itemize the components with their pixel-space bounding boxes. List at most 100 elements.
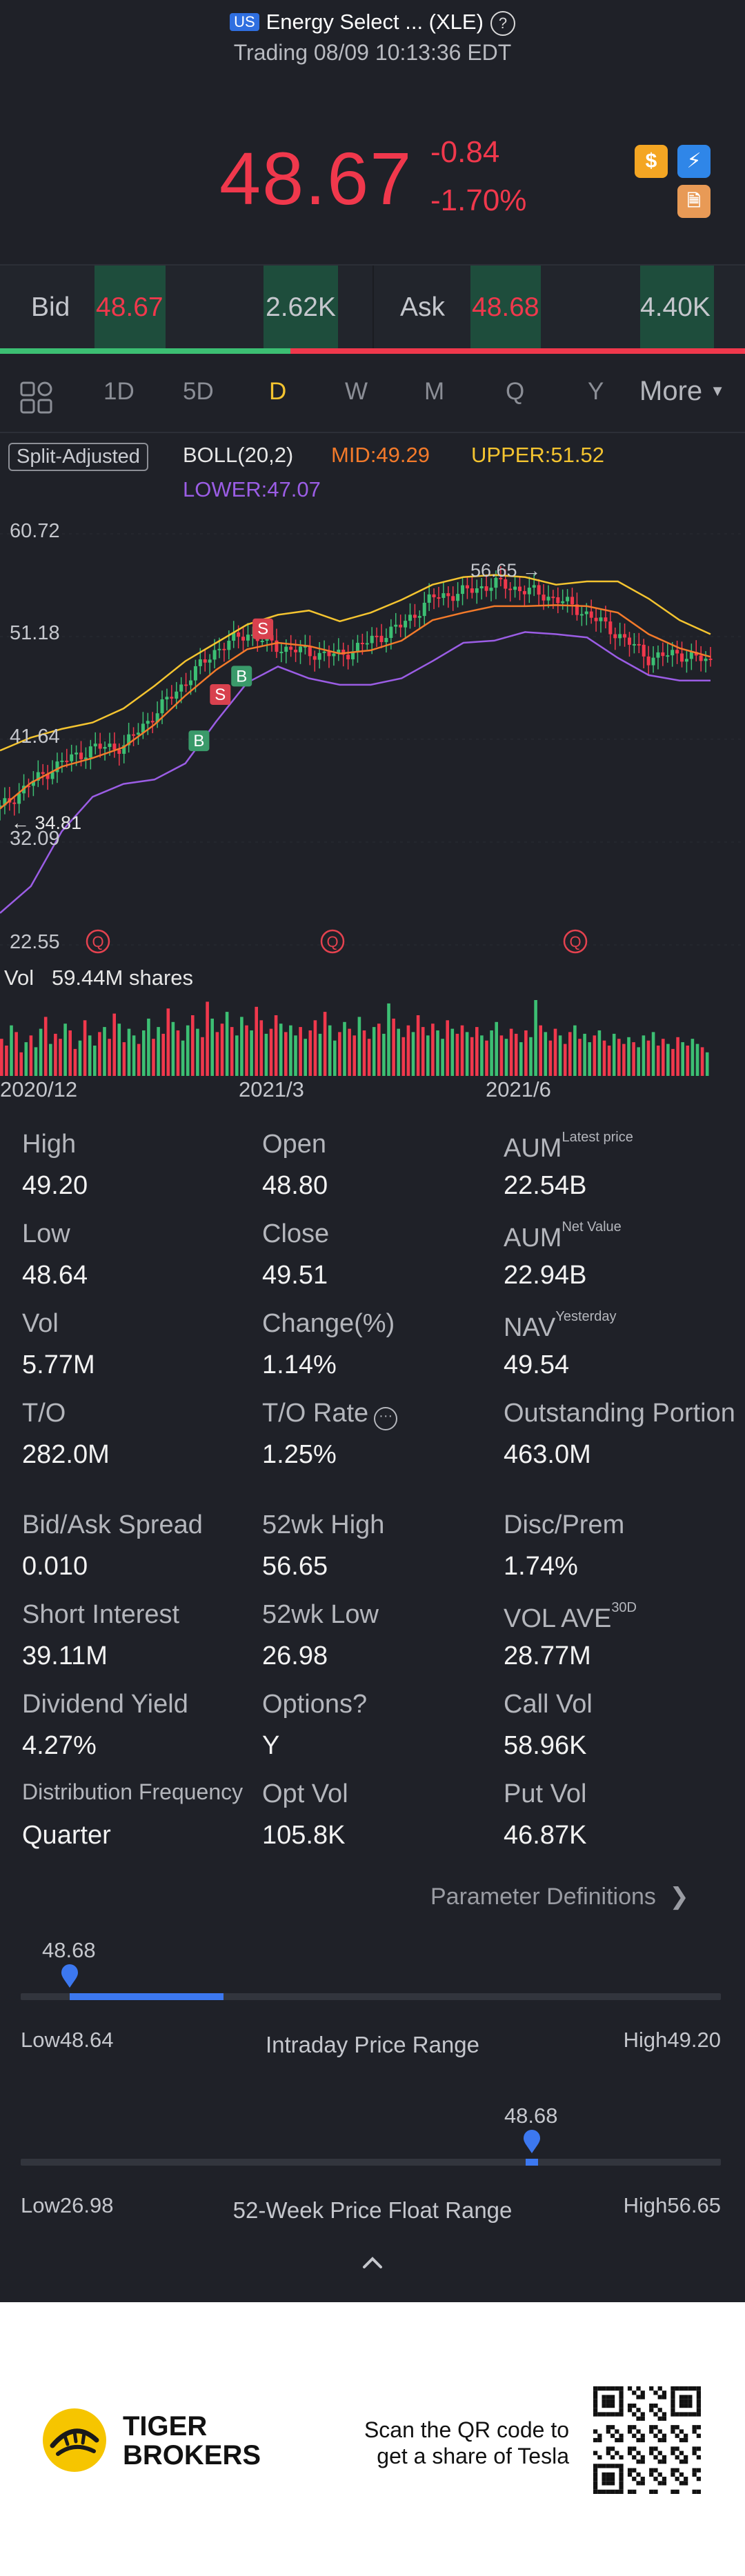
qr-module <box>602 2481 606 2486</box>
volume-bar <box>186 1025 190 1076</box>
candle-body <box>88 746 92 758</box>
candle-body <box>312 656 317 660</box>
qr-module <box>649 2386 654 2391</box>
volume-bar <box>612 1033 616 1076</box>
location-pin-icon <box>523 2130 540 2153</box>
candle-body <box>642 644 646 657</box>
qr-module <box>696 2446 701 2451</box>
more-tab[interactable]: More ▼ <box>639 376 725 407</box>
stat-label-text: Bid/Ask Spread <box>22 1510 203 1539</box>
security-name: Energy Select ... (XLE) <box>266 10 484 34</box>
candle-body <box>470 588 474 593</box>
qr-module <box>662 2433 667 2438</box>
tab-q[interactable]: Q <box>506 378 525 405</box>
candle-body <box>193 666 197 681</box>
volume-bar <box>127 1028 131 1076</box>
qr-module <box>606 2450 610 2455</box>
volume-bar <box>632 1042 635 1076</box>
candle-body <box>661 652 665 657</box>
candle-body <box>26 786 30 788</box>
chevron-up-icon[interactable] <box>359 2252 386 2273</box>
stat-label: Change(%) <box>262 1309 395 1339</box>
qr-module <box>670 2390 675 2395</box>
qr-module <box>597 2433 602 2438</box>
candle-body <box>227 641 231 650</box>
qr-module <box>670 2425 675 2430</box>
qr-module <box>670 2446 675 2451</box>
candle-body <box>594 617 598 621</box>
volume-bar <box>235 1035 239 1076</box>
volume-bar <box>544 1032 548 1076</box>
qr-module <box>670 2399 675 2404</box>
qr-module <box>619 2412 624 2417</box>
volume-bar <box>10 1025 13 1076</box>
candle-body <box>289 646 293 650</box>
boll-label[interactable]: BOLL(20,2) <box>183 443 294 467</box>
tab-5d[interactable]: 5D <box>183 378 214 405</box>
candle-body <box>589 611 593 618</box>
tab-d[interactable]: D <box>269 378 287 405</box>
qr-module <box>619 2399 624 2404</box>
tab-1d[interactable]: 1D <box>103 378 135 405</box>
qr-module <box>675 2412 679 2417</box>
volume-bar <box>519 1042 523 1076</box>
qr-module <box>627 2450 633 2455</box>
bid-size: 2.62K <box>266 292 336 322</box>
more-dots-icon[interactable]: ··· <box>374 1407 398 1430</box>
stock-lending-icon[interactable]: 🗎 <box>677 185 711 218</box>
qr-module <box>675 2446 679 2451</box>
volume-bar <box>529 1037 533 1076</box>
qr-module <box>675 2477 679 2482</box>
candle-body <box>551 597 555 599</box>
volume-bar <box>578 1039 582 1076</box>
qr-module <box>670 2386 675 2391</box>
ask-price-cell <box>470 266 541 351</box>
candle-body <box>451 596 455 601</box>
qr-module <box>657 2386 662 2391</box>
candle-body <box>241 637 246 641</box>
qr-caption-line2: get a share of Tesla <box>377 2444 569 2468</box>
tab-m[interactable]: M <box>424 378 445 405</box>
tab-w[interactable]: W <box>345 378 368 405</box>
flash-icon[interactable]: ⚡ <box>677 145 711 178</box>
qr-module <box>597 2489 602 2494</box>
stat-value: 5.77M <box>22 1350 95 1379</box>
split-adjusted-button[interactable]: Split-Adjusted <box>8 443 148 471</box>
volume-bar <box>274 1015 278 1076</box>
qr-module <box>593 2477 598 2482</box>
candle-body <box>222 648 226 650</box>
qr-module <box>640 2481 645 2486</box>
qr-module <box>597 2437 602 2443</box>
grid-icon[interactable] <box>19 381 54 415</box>
candle-body <box>422 602 426 617</box>
stat-value: 58.96K <box>504 1731 587 1760</box>
qr-module <box>675 2433 679 2438</box>
quarter-marker <box>563 929 588 954</box>
arrow-right-icon: → <box>522 560 542 581</box>
volume-bar <box>695 1044 699 1076</box>
volume-bar <box>59 1039 62 1076</box>
volume-bar <box>573 1025 577 1076</box>
qr-module <box>640 2437 645 2443</box>
header-title-row: US Energy Select ... (XLE)? <box>0 10 745 36</box>
candle-body <box>275 640 279 652</box>
stat-label-text: Close <box>262 1219 330 1248</box>
volume-bar <box>93 1046 97 1076</box>
qr-module <box>679 2450 684 2455</box>
dollar-icon[interactable]: $ <box>635 145 668 178</box>
parameter-definitions-link[interactable]: Parameter Definitions ❯ <box>430 1883 689 1910</box>
tab-y[interactable]: Y <box>588 378 604 405</box>
qr-module <box>649 2468 654 2473</box>
qr-module <box>606 2399 610 2404</box>
qr-module <box>593 2450 598 2455</box>
candle-body <box>93 743 97 747</box>
volume-bar <box>328 1025 332 1076</box>
stat-label: 52wk Low <box>262 1600 379 1630</box>
question-mark-icon[interactable]: ? <box>490 11 515 36</box>
stat-label-text: AUM <box>504 1224 562 1252</box>
stat-label: NAVYesterday <box>504 1309 617 1343</box>
trade-marker <box>231 666 252 687</box>
qr-module <box>696 2408 701 2413</box>
volume-bar <box>352 1035 356 1076</box>
